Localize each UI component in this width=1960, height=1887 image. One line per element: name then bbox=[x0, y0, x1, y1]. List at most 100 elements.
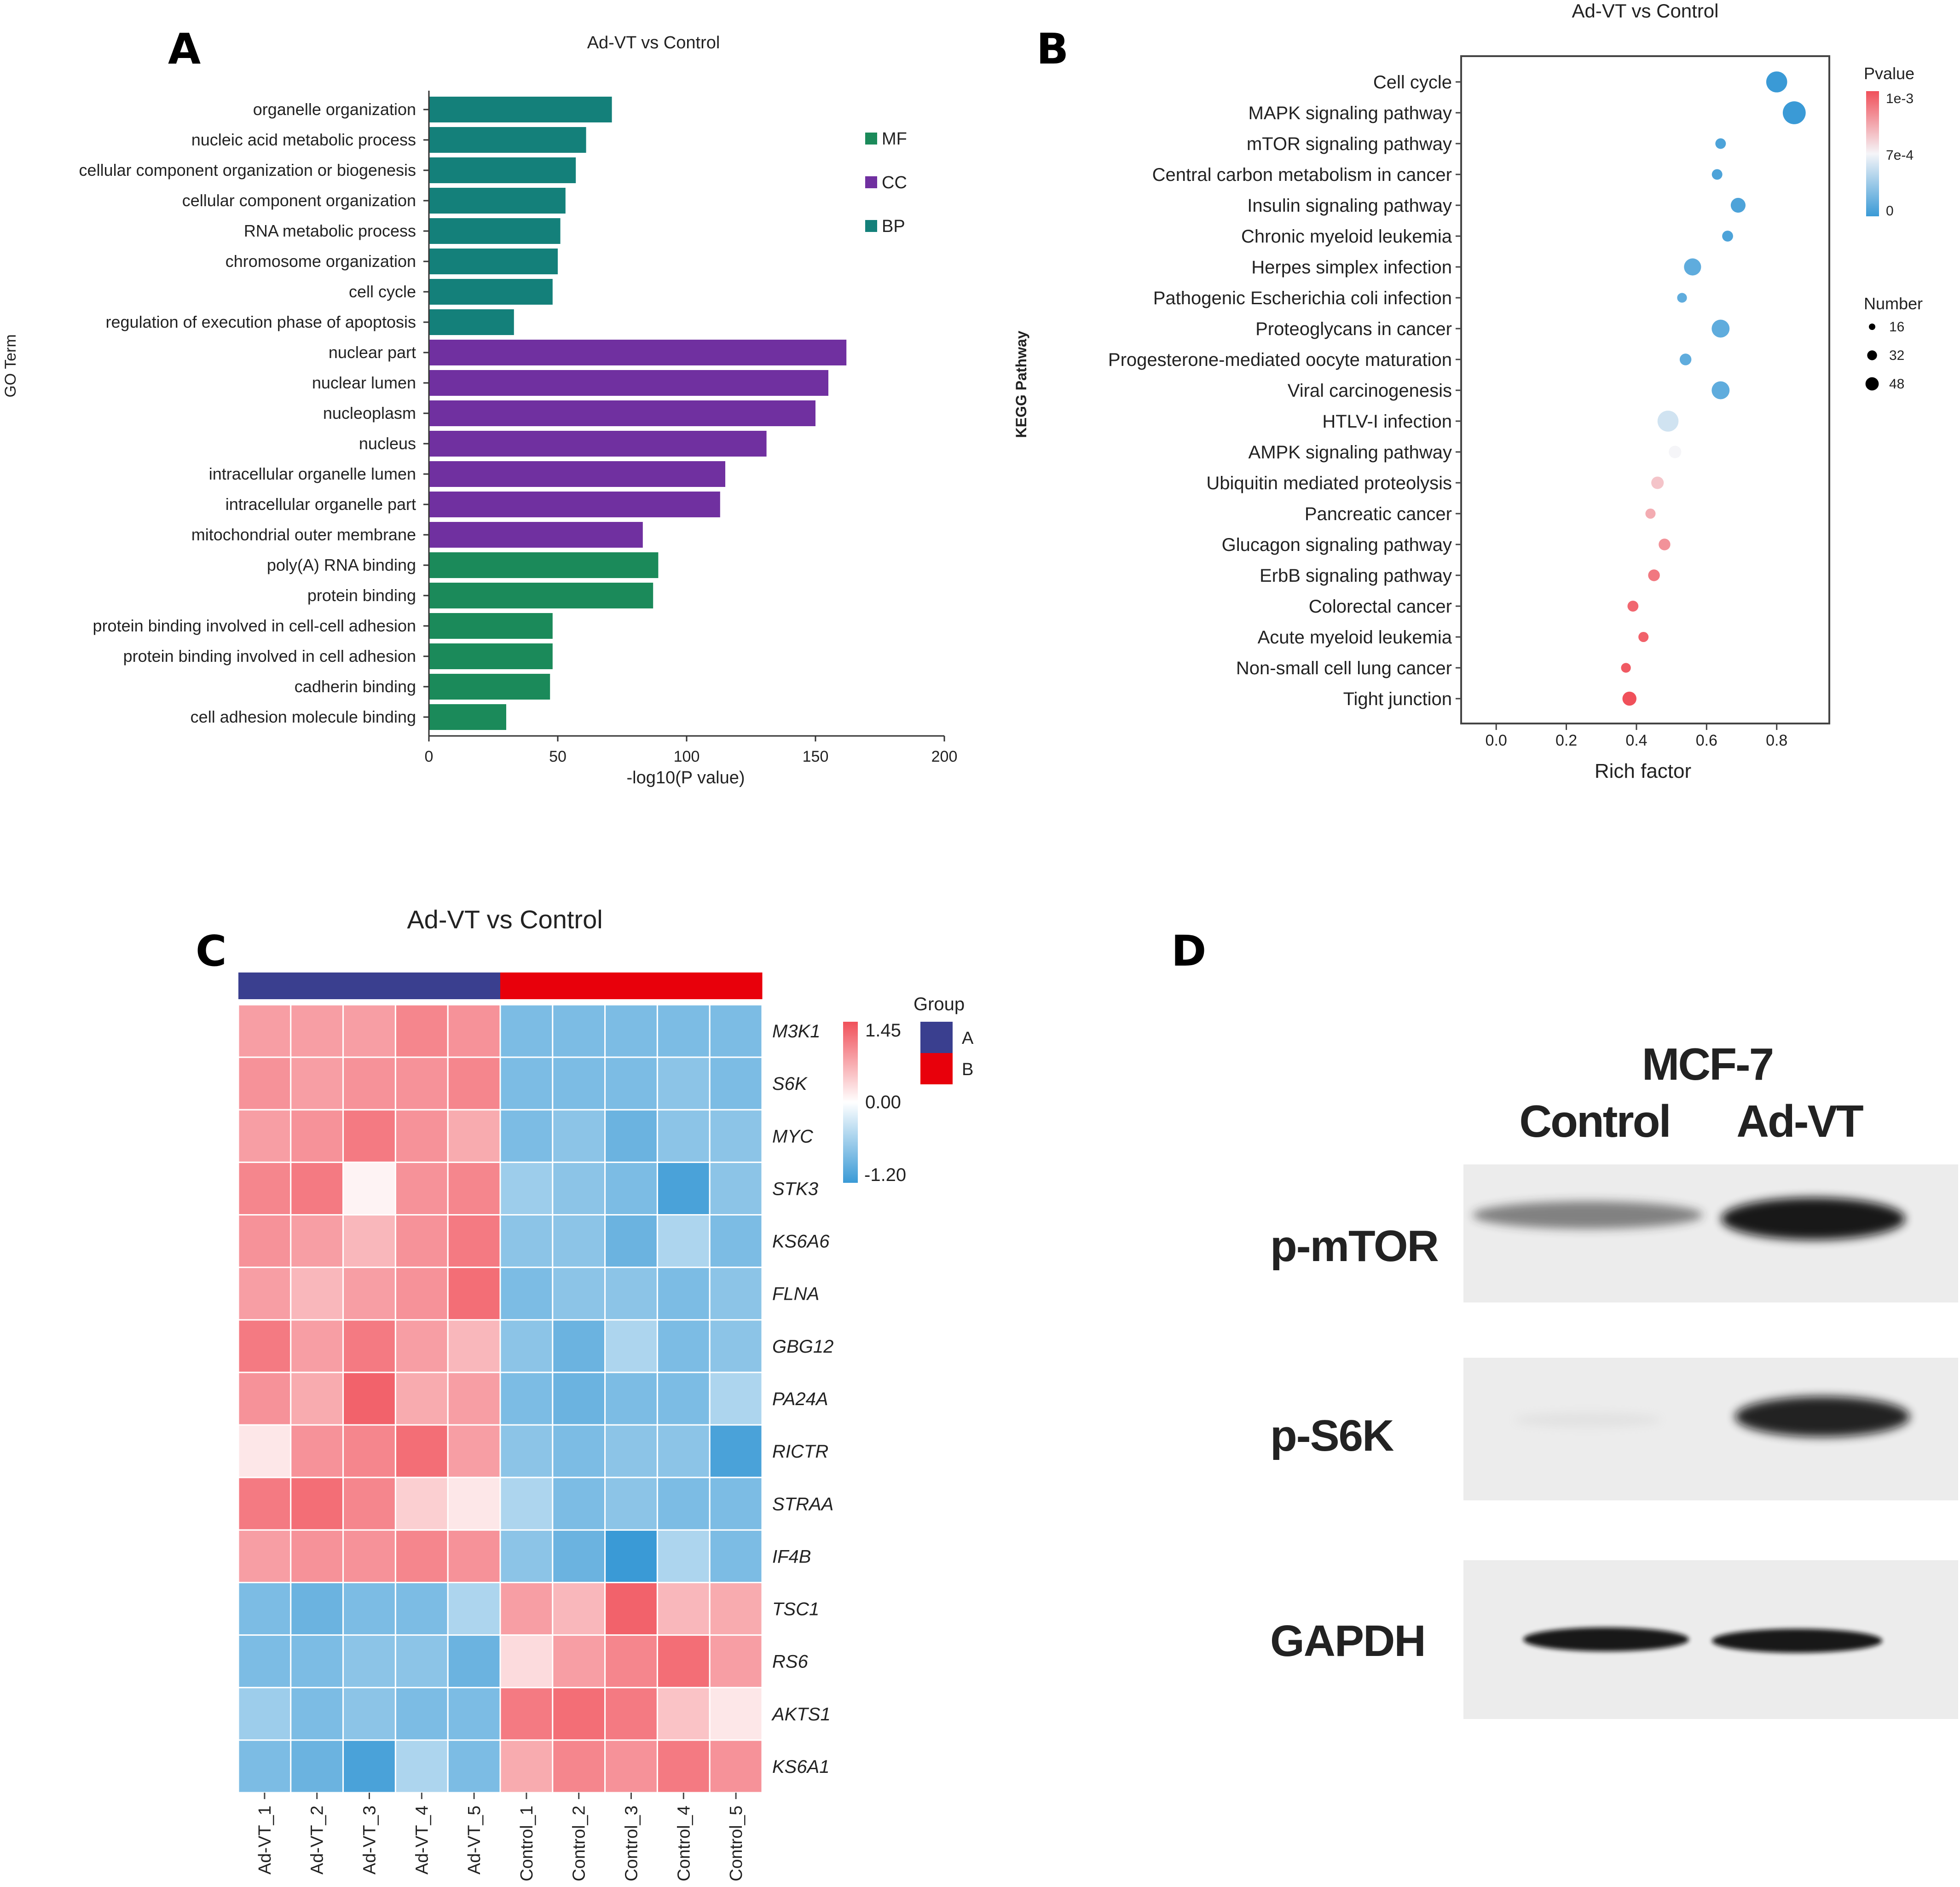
heatmap-scale-min: -1.20 bbox=[864, 1165, 906, 1185]
go-x-axis-label: -log10(P value) bbox=[626, 768, 745, 787]
heatmap-cell-flna-ad-vt-2 bbox=[290, 1267, 344, 1321]
go-term-label: protein binding involved in cell adhesio… bbox=[123, 647, 416, 666]
heatmap-cell-stk3-ad-vt-2 bbox=[290, 1161, 344, 1216]
heatmap-cell-flna-ad-vt-5 bbox=[447, 1267, 501, 1321]
heatmap-cell-myc-control-5 bbox=[709, 1109, 763, 1163]
heatmap-cell-tsc1-ad-vt-2 bbox=[290, 1581, 344, 1636]
heatmap-cell-pa24a-ad-vt-5 bbox=[447, 1372, 501, 1426]
heatmap-col-label: Control_5 bbox=[727, 1806, 746, 1881]
heatmap-row-label: TSC1 bbox=[772, 1599, 819, 1620]
heatmap-cell-myc-ad-vt-2 bbox=[290, 1109, 344, 1163]
heatmap-col-label: Ad-VT_2 bbox=[308, 1806, 327, 1875]
kegg-pathway-label: Chronic myeloid leukemia bbox=[1241, 226, 1452, 247]
go-bar-cell-adhesion-molecule-binding bbox=[429, 704, 506, 730]
go-x-tick-label: 200 bbox=[931, 748, 958, 765]
kegg-y-axis-label: KEGG Pathway bbox=[1013, 330, 1029, 438]
group-legend-swatch-b bbox=[920, 1053, 953, 1084]
heatmap-cell-myc-ad-vt-3 bbox=[342, 1109, 396, 1163]
heatmap-cell-akts1-ad-vt-4 bbox=[394, 1687, 449, 1741]
heatmap-cell-ks6a1-ad-vt-1 bbox=[237, 1739, 292, 1794]
heatmap-cell-if4b-ad-vt-3 bbox=[342, 1529, 396, 1583]
band-p-s6k-ad-vt bbox=[1735, 1396, 1910, 1437]
heatmap-cell-rs6-control-3 bbox=[604, 1634, 658, 1689]
heatmap-scale-max: 1.45 bbox=[865, 1020, 901, 1041]
heatmap-cell-ks6a6-control-4 bbox=[656, 1214, 711, 1268]
heatmap-cell-straa-ad-vt-1 bbox=[237, 1476, 292, 1531]
number-legend-dot bbox=[1869, 324, 1875, 330]
heatmap-row-label: MYC bbox=[772, 1126, 814, 1146]
heatmap-cell-ks6a1-control-3 bbox=[604, 1739, 658, 1794]
heatmap-cell-rictr-ad-vt-5 bbox=[447, 1424, 501, 1478]
kegg-pathway-label: mTOR signaling pathway bbox=[1247, 134, 1452, 154]
heatmap-cell-ks6a1-ad-vt-5 bbox=[447, 1739, 501, 1794]
heatmap-row-label: M3K1 bbox=[772, 1021, 821, 1042]
heatmap-cell-stk3-ad-vt-1 bbox=[237, 1161, 292, 1216]
heatmap-cell-rs6-control-4 bbox=[656, 1634, 711, 1689]
group-annotation-cell bbox=[448, 972, 501, 999]
kegg-x-tick-label: 0.8 bbox=[1766, 732, 1787, 749]
kegg-point-progesterone-mediated-oocyte-maturation bbox=[1679, 353, 1692, 365]
heatmap-cell-tsc1-ad-vt-3 bbox=[342, 1581, 396, 1636]
kegg-point-tight-junction bbox=[1622, 691, 1636, 706]
go-term-label: protein binding involved in cell-cell ad… bbox=[93, 616, 416, 635]
heatmap-cell-m3k1-control-1 bbox=[499, 1004, 554, 1058]
cell-line-label: MCF-7 bbox=[1642, 1039, 1773, 1089]
heatmap-cell-stk3-ad-vt-4 bbox=[394, 1161, 449, 1216]
number-legend-label: 48 bbox=[1889, 376, 1904, 392]
go-bar-mitochondrial-outer-membrane bbox=[429, 522, 643, 548]
kegg-chart-title: Ad-VT vs Control bbox=[1572, 0, 1719, 22]
go-bar-cadherin-binding bbox=[429, 674, 550, 700]
band-gapdh-control bbox=[1523, 1627, 1689, 1651]
heatmap-cell-s6k-ad-vt-5 bbox=[447, 1056, 501, 1111]
heatmap-cell-tsc1-control-4 bbox=[656, 1581, 711, 1636]
kegg-point-insulin-signaling-pathway bbox=[1730, 197, 1746, 213]
heatmap-cell-myc-ad-vt-1 bbox=[237, 1109, 292, 1163]
heatmap-cell-akts1-control-5 bbox=[709, 1687, 763, 1741]
panel-letter-a: A bbox=[168, 24, 201, 74]
number-legend-dot bbox=[1867, 350, 1877, 360]
heatmap-scale-mid: 0.00 bbox=[865, 1092, 901, 1112]
heatmap-cell-akts1-ad-vt-5 bbox=[447, 1687, 501, 1741]
heatmap-cell-s6k-ad-vt-1 bbox=[237, 1056, 292, 1111]
protein-label-gapdh: GAPDH bbox=[1270, 1616, 1425, 1666]
kegg-point-proteoglycans-in-cancer bbox=[1711, 319, 1730, 338]
kegg-point-pancreatic-cancer bbox=[1645, 508, 1656, 519]
heatmap-cell-ks6a1-ad-vt-4 bbox=[394, 1739, 449, 1794]
heatmap-cell-gbg12-control-5 bbox=[709, 1319, 763, 1373]
heatmap-cell-akts1-control-3 bbox=[604, 1687, 658, 1741]
heatmap-cell-s6k-control-3 bbox=[604, 1056, 658, 1111]
heatmap-row-label: IF4B bbox=[772, 1546, 811, 1567]
number-legend-label: 16 bbox=[1889, 319, 1904, 335]
heatmap-cell-pa24a-ad-vt-2 bbox=[290, 1372, 344, 1426]
go-term-label: nuclear lumen bbox=[312, 373, 416, 392]
go-bar-intracellular-organelle-lumen bbox=[429, 461, 725, 487]
go-term-label: cell adhesion molecule binding bbox=[191, 707, 416, 726]
kegg-point-ubiquitin-mediated-proteolysis bbox=[1651, 476, 1664, 489]
heatmap-cell-rictr-ad-vt-4 bbox=[394, 1424, 449, 1478]
go-term-label: cell cycle bbox=[349, 282, 416, 301]
heatmap-cell-gbg12-control-3 bbox=[604, 1319, 658, 1373]
heatmap-cell-tsc1-control-1 bbox=[499, 1581, 554, 1636]
heatmap-cell-pa24a-control-2 bbox=[552, 1372, 606, 1426]
group-annotation-cell bbox=[395, 972, 448, 999]
heatmap-cell-straa-ad-vt-5 bbox=[447, 1476, 501, 1531]
number-legend-label: 32 bbox=[1889, 348, 1904, 363]
kegg-pathway-label: Progesterone-mediated oocyte maturation bbox=[1108, 350, 1452, 370]
heatmap-cell-flna-ad-vt-4 bbox=[394, 1267, 449, 1321]
protein-label-p-s6k: p-S6K bbox=[1270, 1411, 1394, 1460]
go-legend-swatch-bp bbox=[865, 220, 877, 232]
heatmap-cell-if4b-control-3 bbox=[604, 1529, 658, 1583]
heatmap-cell-gbg12-control-2 bbox=[552, 1319, 606, 1373]
heatmap-cell-akts1-ad-vt-1 bbox=[237, 1687, 292, 1741]
heatmap-cell-rs6-ad-vt-4 bbox=[394, 1634, 449, 1689]
heatmap-cell-m3k1-ad-vt-5 bbox=[447, 1004, 501, 1058]
kegg-pathway-label: Cell cycle bbox=[1373, 72, 1452, 93]
kegg-point-mapk-signaling-pathway bbox=[1782, 101, 1806, 124]
go-bar-organelle-organization bbox=[429, 97, 612, 122]
heatmap-cell-pa24a-ad-vt-3 bbox=[342, 1372, 396, 1426]
heatmap-cell-rs6-ad-vt-3 bbox=[342, 1634, 396, 1689]
kegg-point-herpes-simplex-infection bbox=[1684, 258, 1701, 276]
heatmap-title: Ad-VT vs Control bbox=[407, 905, 602, 934]
kegg-point-chronic-myeloid-leukemia bbox=[1722, 231, 1733, 242]
heatmap-cell-akts1-ad-vt-3 bbox=[342, 1687, 396, 1741]
